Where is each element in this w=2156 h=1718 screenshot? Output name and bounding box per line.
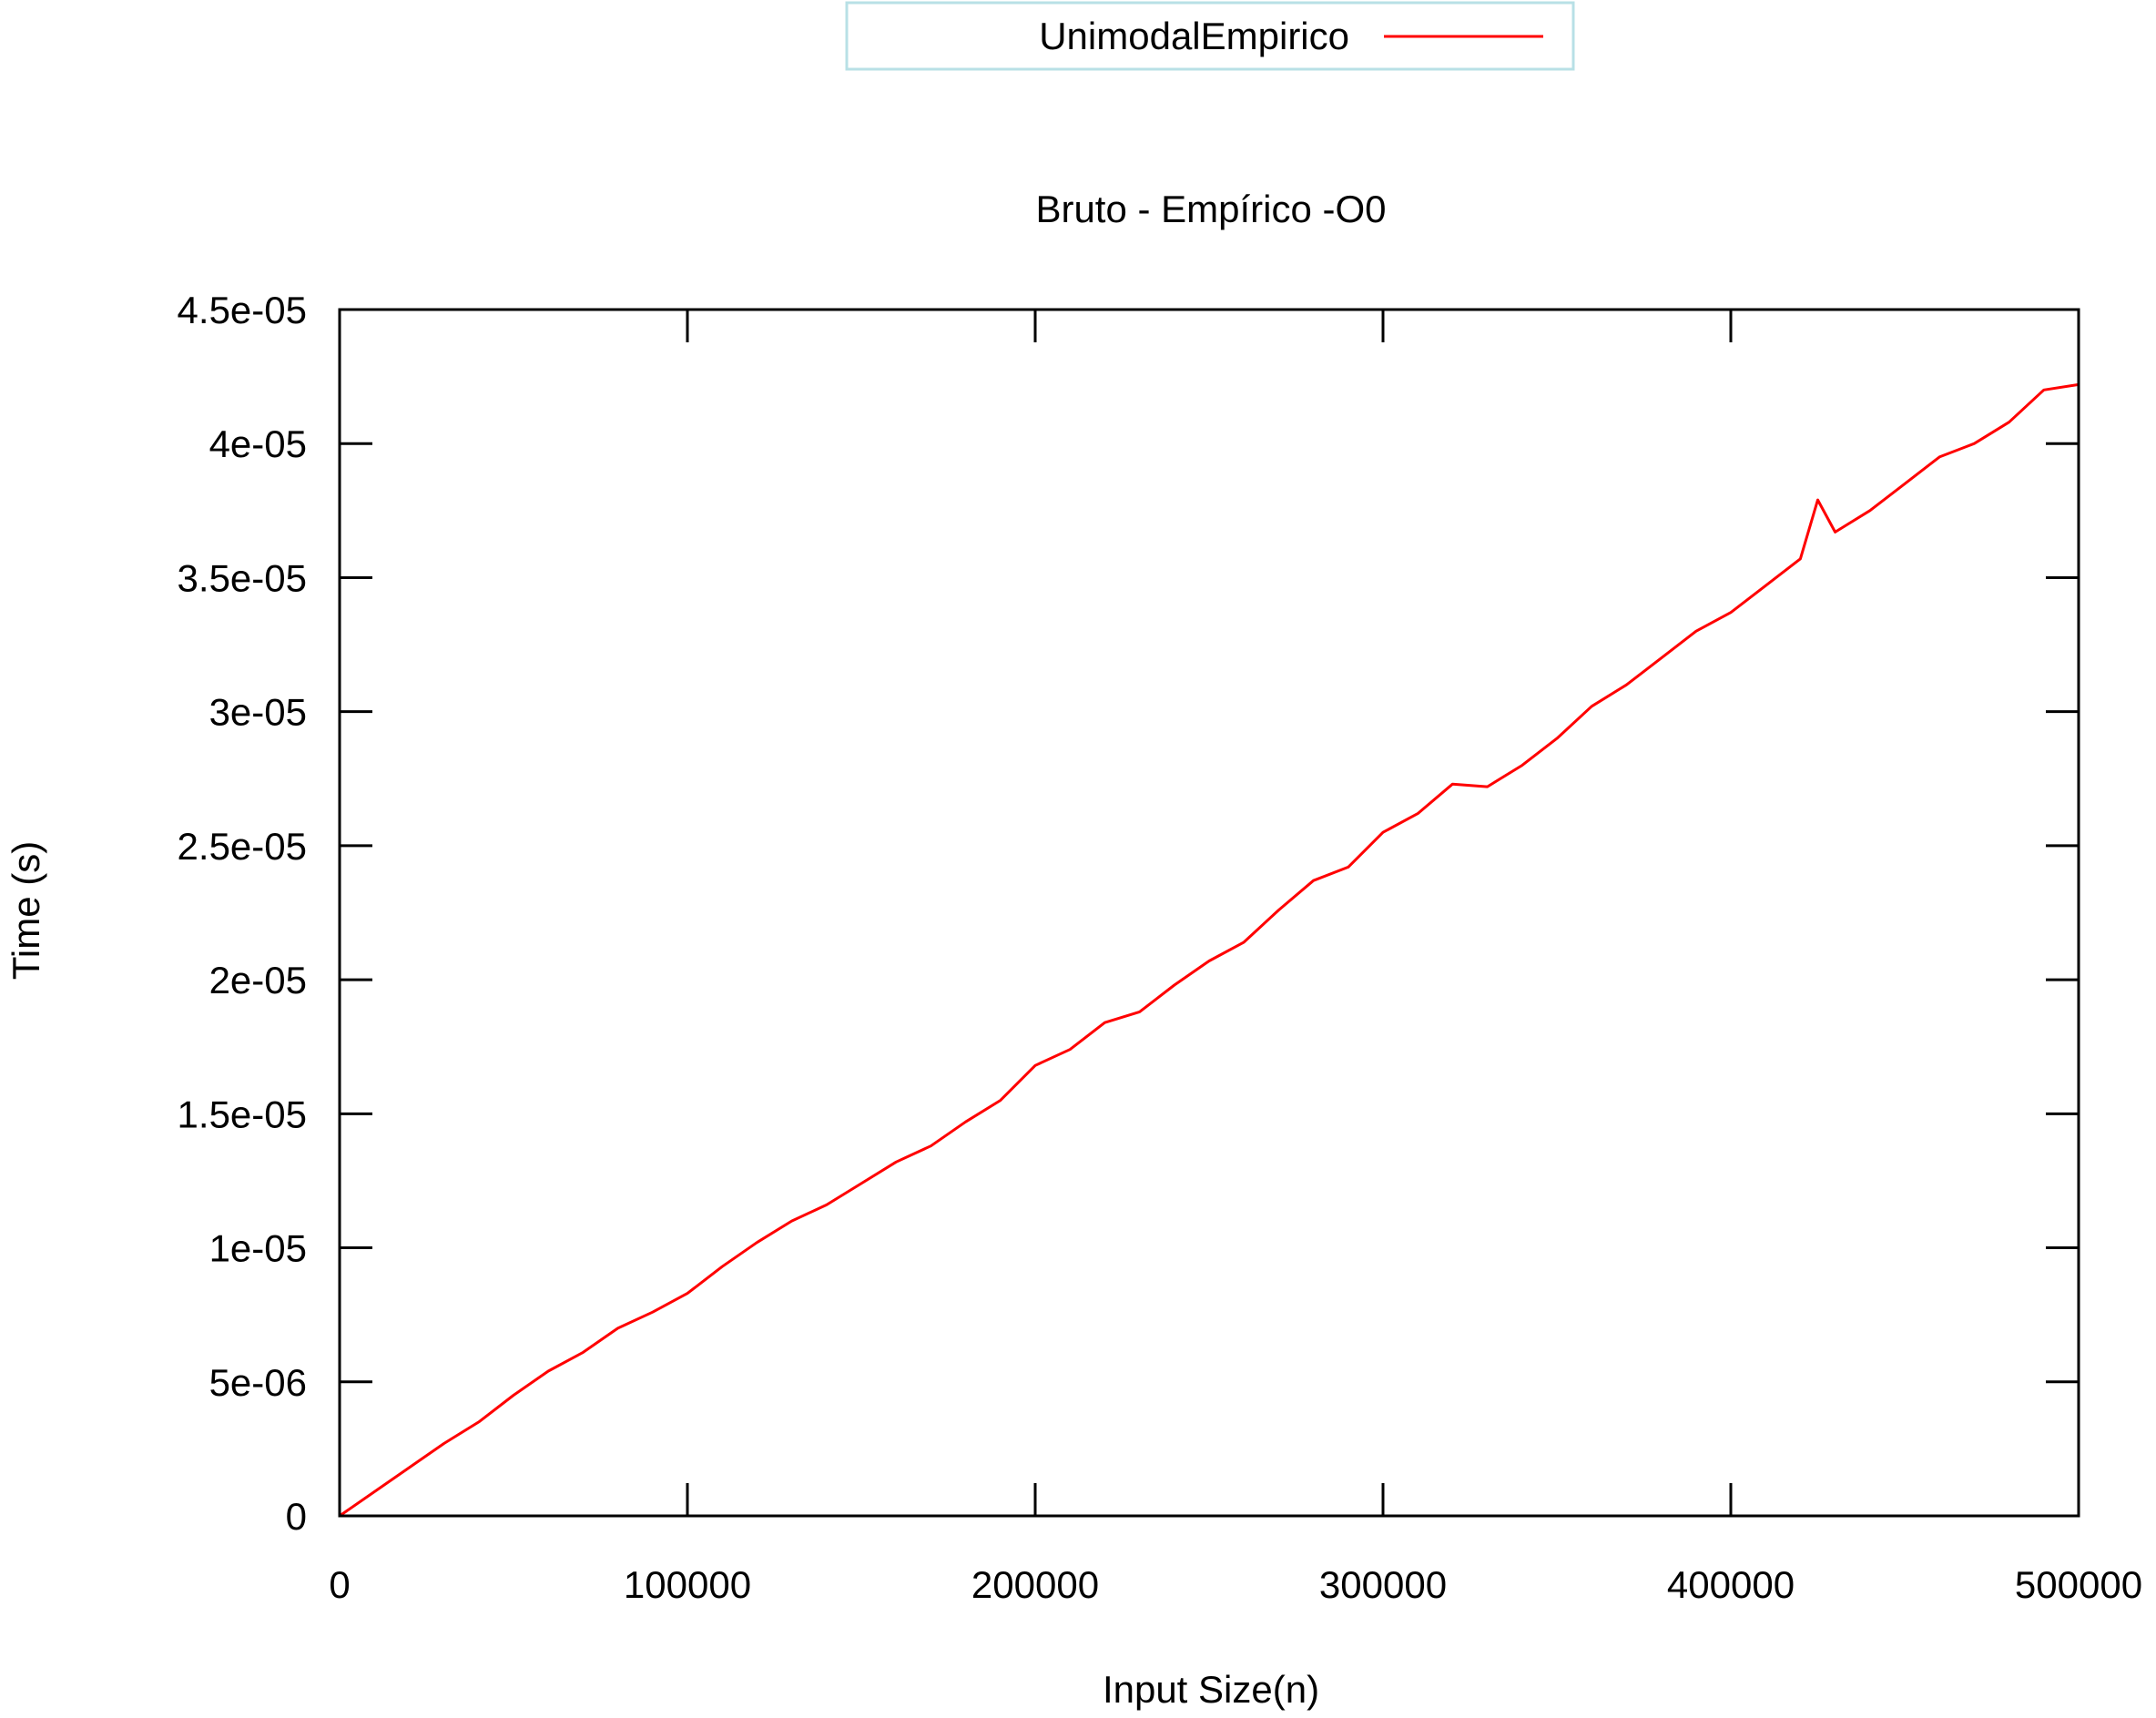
legend-label: UnimodalEmpirico — [1039, 15, 1349, 57]
y-tick-label: 2.5e-05 — [178, 825, 307, 868]
y-tick-label: 3e-05 — [209, 691, 307, 734]
y-tick-label: 1.5e-05 — [178, 1093, 307, 1135]
y-tick-label: 1e-05 — [209, 1227, 307, 1270]
x-tick-label: 300000 — [1319, 1563, 1447, 1606]
series-line-unimodalempirico — [339, 382, 2080, 1518]
x-tick-label: 500000 — [2015, 1563, 2142, 1606]
y-tick-label: 3.5e-05 — [178, 556, 307, 599]
y-tick-label: 4e-05 — [209, 422, 307, 465]
x-axis-label: Input Size(n) — [1103, 1668, 1319, 1711]
y-tick-label: 4.5e-05 — [178, 289, 307, 331]
plot-frame — [338, 308, 2080, 1518]
y-axis-label: Time (s) — [5, 841, 47, 980]
x-tick-label: 100000 — [624, 1563, 751, 1606]
ticks: 0 100000 200000 300000 400000 500000 0 5e-06 1e-… — [178, 289, 2143, 1606]
x-tick-label: 0 — [329, 1563, 350, 1606]
legend: UnimodalEmpirico — [845, 1, 1575, 71]
chart-title: Bruto - Empírico -O0 — [1035, 188, 1386, 230]
x-tick-label: 400000 — [1667, 1563, 1795, 1606]
x-tick-label: 200000 — [971, 1563, 1099, 1606]
y-tick-label: 2e-05 — [209, 959, 307, 1001]
y-tick-label: 5e-06 — [209, 1361, 307, 1404]
y-tick-label: 0 — [286, 1495, 307, 1538]
